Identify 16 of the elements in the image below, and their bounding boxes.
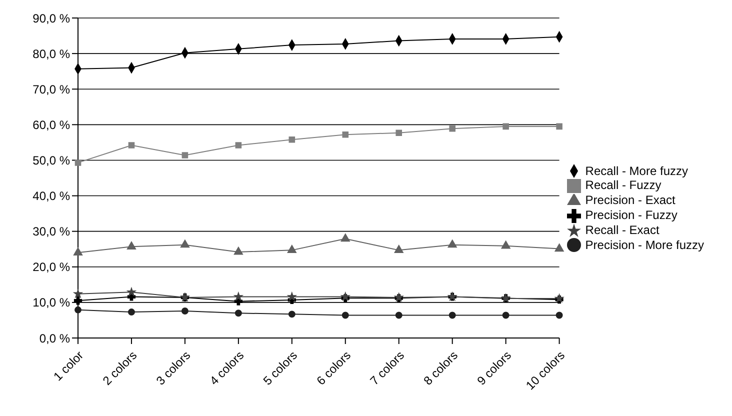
legend-label: Precision - Fuzzy — [585, 208, 678, 222]
y-tick-label: 50,0 % — [32, 153, 70, 168]
legend-label: Recall - Exact — [585, 222, 660, 237]
y-tick-label: 80,0 % — [32, 46, 70, 61]
y-tick-label: 40,0 % — [32, 189, 70, 204]
y-tick-label: 20,0 % — [32, 260, 70, 274]
y-tick-label: 70,0 % — [32, 82, 70, 96]
legend-label: Recall - More fuzzy — [585, 164, 688, 178]
legend-label: Recall - Fuzzy — [585, 178, 662, 192]
y-tick-label: 30,0 % — [32, 224, 70, 239]
legend-label: Precision - Exact — [585, 193, 676, 208]
y-tick-label: 0,0 % — [39, 331, 70, 346]
y-tick-label: 90,0 % — [32, 11, 70, 26]
y-tick-label: 60,0 % — [32, 118, 70, 132]
y-tick-label: 10,0 % — [32, 296, 70, 310]
legend-label: Precision - More fuzzy — [585, 238, 704, 252]
